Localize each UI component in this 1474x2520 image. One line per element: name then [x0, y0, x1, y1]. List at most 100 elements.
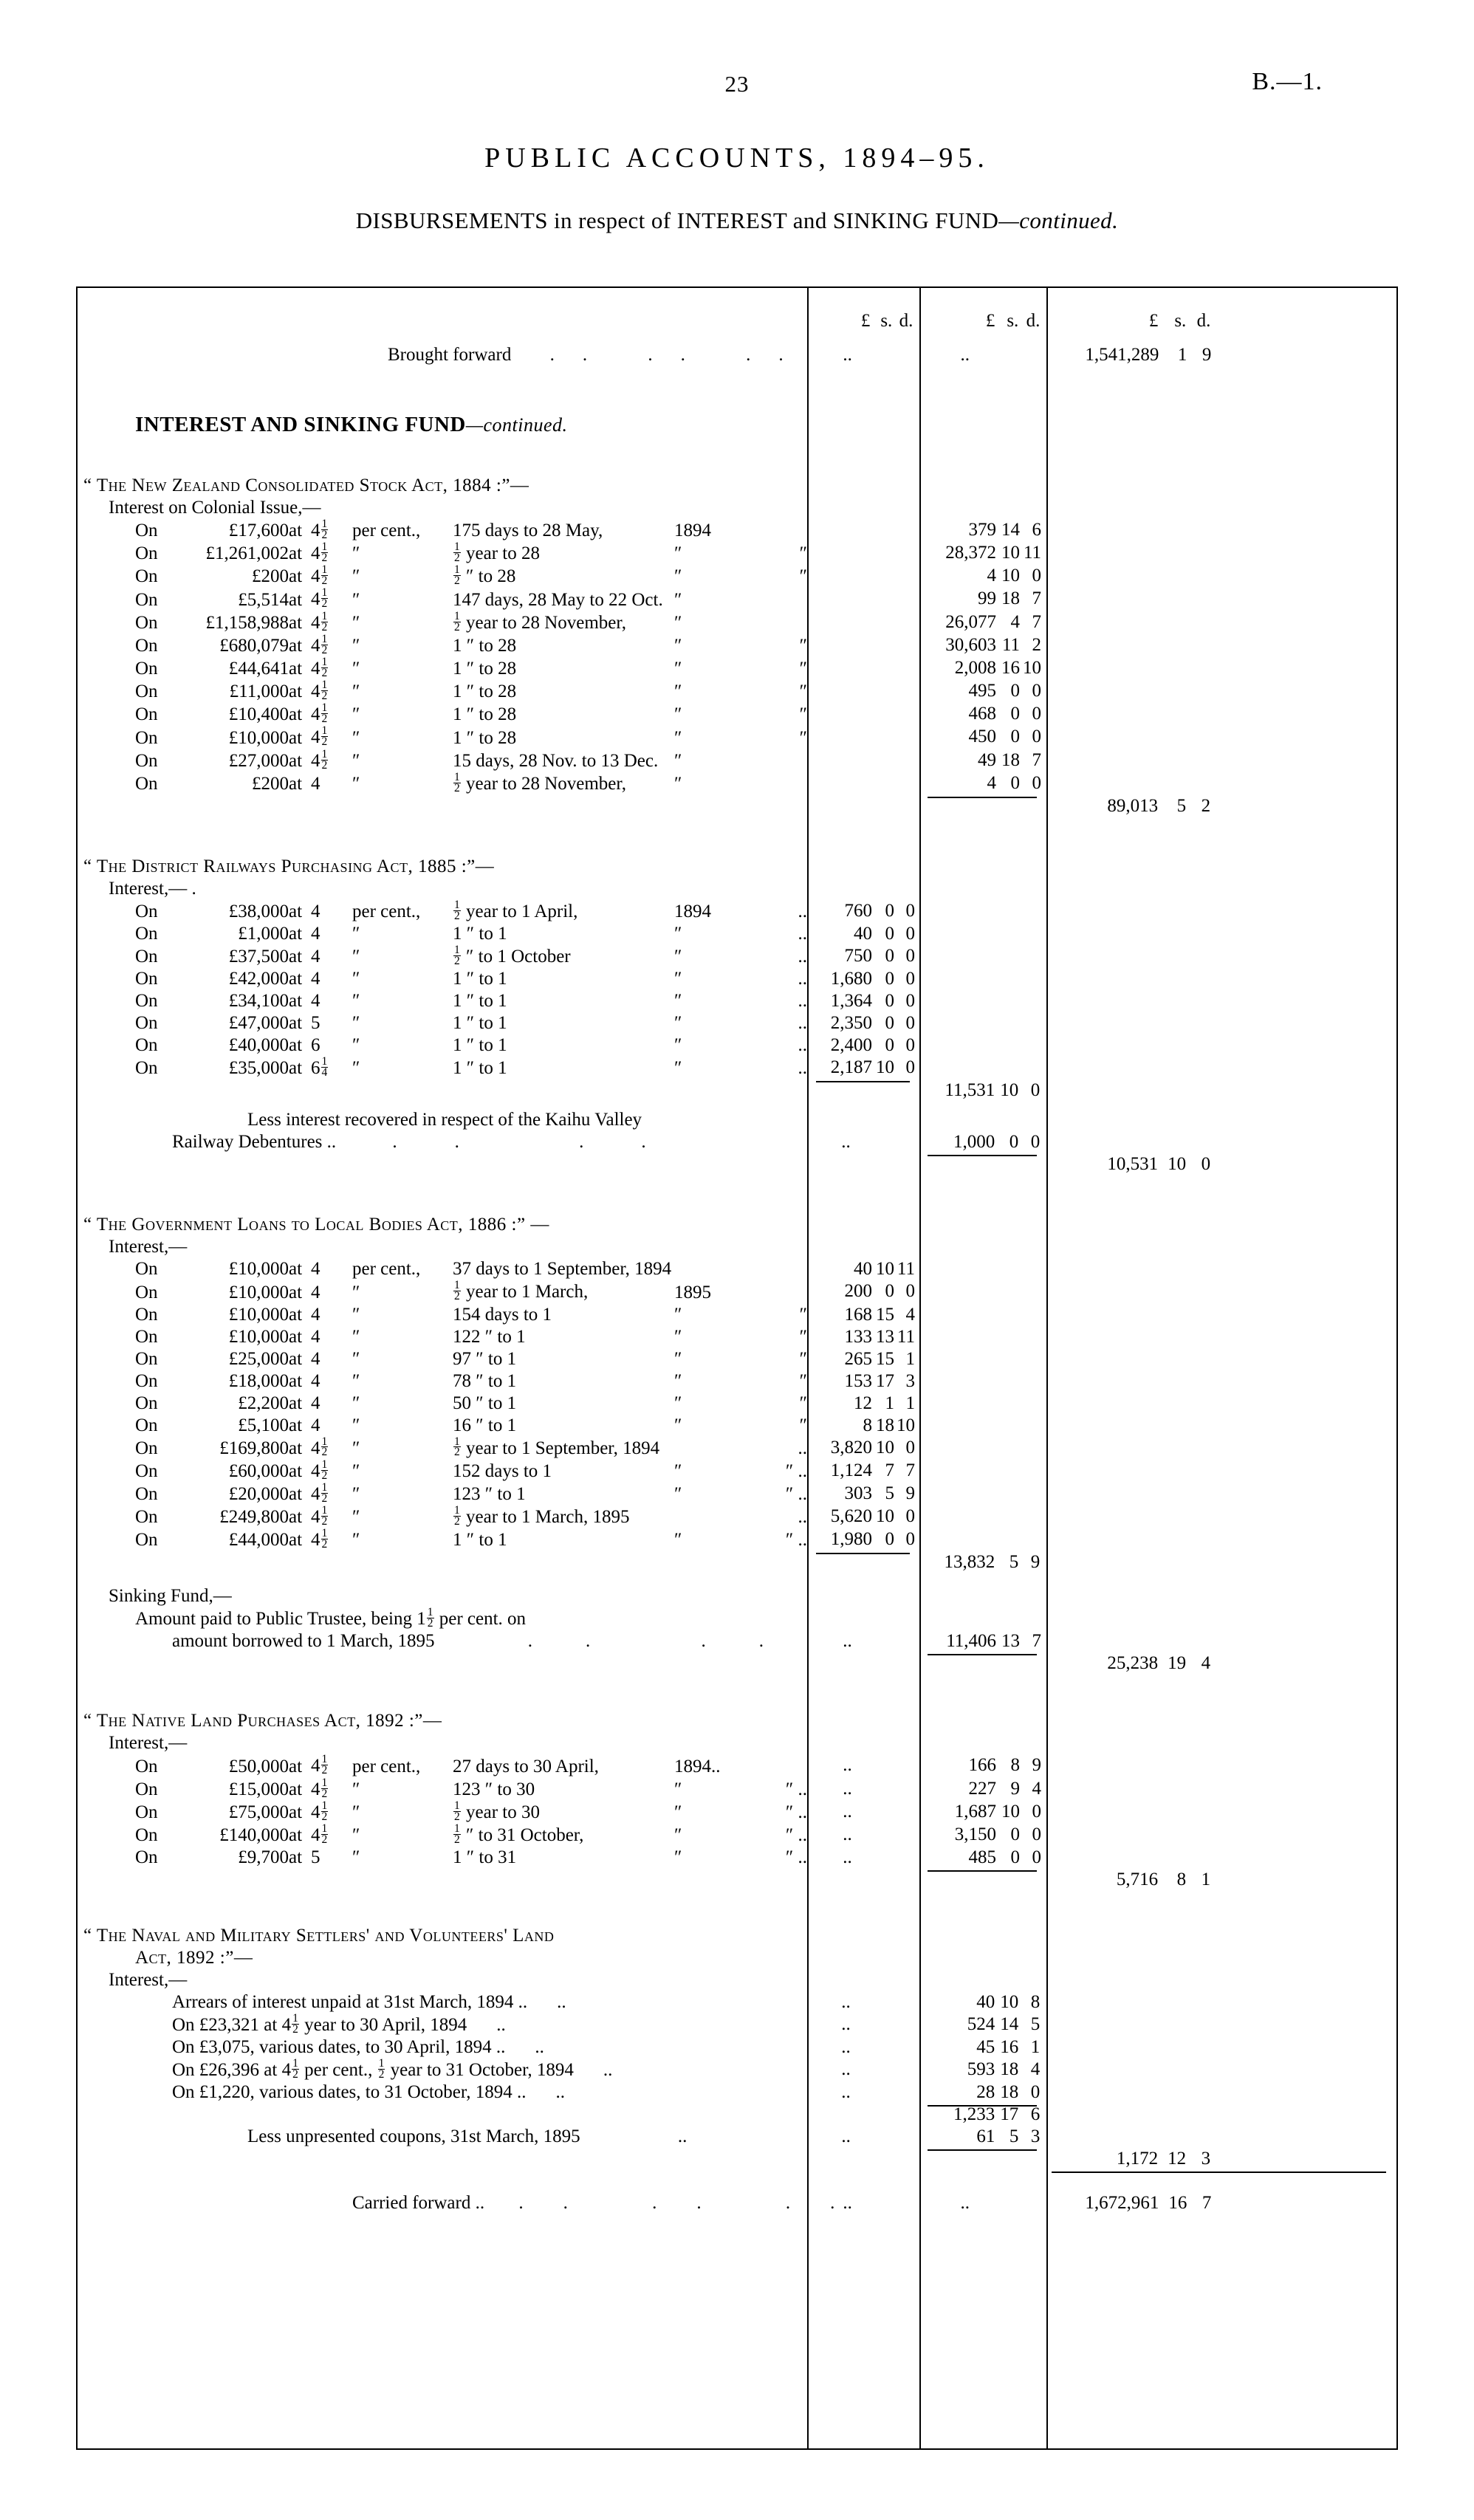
line-col2-pence: 2: [1032, 634, 1042, 655]
line-col2-pounds: 99: [978, 588, 997, 609]
line-col1: 750 0 0: [807, 945, 919, 967]
line-tail: ..: [798, 924, 808, 944]
section-2-subtotal-pounds: 13,832: [944, 1552, 995, 1573]
line-description: On £27,000 at 4 1 2 ″ 15 days, 28 Nov. to 13 D…: [78, 748, 807, 772]
line-year: ″: [674, 1013, 682, 1034]
line-at: at: [289, 1415, 303, 1435]
line-principal: £25,000: [228, 1348, 289, 1369]
line-description: On £140,000 at 4 1 2 ″ 1 2 ″ to 31 October, ″ ″ .…: [78, 1823, 807, 1847]
line-col1: ..: [806, 2059, 918, 2081]
line-year: ″: [674, 1348, 682, 1369]
line-col1: 153 17 3: [807, 1370, 919, 1393]
line-per-cent: per cent.,: [352, 1259, 421, 1280]
section-4-subtotal: 1,233 17 6: [917, 2104, 1044, 2126]
line-col1-shillings: 13: [876, 1326, 894, 1347]
line-col1-pounds: 2,187: [830, 1057, 872, 1078]
line-at: at: [289, 566, 303, 587]
line-description: On £20,000 at 4 1 2 ″ 123 ″ to 1 ″ ″ ..: [78, 1480, 807, 1506]
line-principal: £169,800: [219, 1438, 289, 1458]
table-row: On £40,000 at 6 ″ 1 ″ to 1 ″.. 2,400 0 0: [78, 1034, 1396, 1057]
spacer-desc: [78, 1869, 806, 1891]
line-col1-pounds: 12: [854, 1393, 872, 1413]
line-description: On £50,000 at 4 1 2 per cent., 27 days to 30 A…: [78, 1754, 807, 1777]
line-year: ″: [674, 1035, 682, 1056]
line-col2-pence: 1: [1030, 2037, 1041, 2058]
line-rate: 4: [311, 1370, 320, 1391]
brought-forward-col2: ..: [919, 344, 1045, 366]
table-row: On £200 at 4 1 2 ″ 1 2 ″ to 28 ″ ″ 4 10 0: [78, 564, 1396, 588]
line-year: 1894: [674, 902, 711, 922]
line-at: at: [289, 773, 303, 794]
line-col1-pounds: 265: [844, 1348, 873, 1369]
table-row: On £1,158,988 at 4 1 2 ″ 1 2 year to 28 Novembe…: [78, 610, 1396, 634]
line-col1: ..: [807, 1824, 919, 1846]
line-year: ″: [674, 682, 682, 702]
line-per-cent: ″: [352, 1013, 360, 1034]
line-description: On £1,220, various dates, to 31 October,…: [78, 2081, 806, 2104]
line-col1-pounds: 1,364: [830, 991, 872, 1012]
section-1-less-label-2-cell: Railway Debentures .. .. ..: [78, 1131, 806, 1153]
line-tail: ″: [799, 1393, 807, 1413]
line-rate: 4: [311, 1259, 320, 1280]
line-term: 154 days to 1: [453, 1304, 552, 1325]
line-term: 97 ″ to 1: [453, 1348, 517, 1369]
line-col2-pence: 0: [1032, 681, 1042, 701]
line-principal: £40,000: [228, 1035, 289, 1056]
carried-forward-pence: 7: [1202, 2193, 1212, 2214]
line-term: 37 days to 1 September, 1894: [453, 1259, 672, 1280]
section-2-sinking-col2: 11,406 13 7: [919, 1630, 1046, 1652]
table-row: On £200 at 4 ″ 1 2 year to 28 November, ″ 4 0 0: [78, 772, 1396, 795]
line-col2: 593 18 4: [917, 2059, 1044, 2081]
line-col1-value: ..: [841, 1992, 851, 2013]
line-rate: 4: [311, 1348, 320, 1369]
line-col1: 2,350 0 0: [807, 1012, 919, 1034]
line-year: ″: [674, 969, 682, 989]
line-principal: £10,400: [228, 704, 289, 725]
line-col1-value: ..: [841, 2037, 851, 2058]
line-tail: ..: [798, 902, 808, 922]
line-at: at: [289, 902, 303, 922]
line-tail: ″ ..: [785, 1825, 807, 1846]
line-principal: £10,000: [228, 1282, 289, 1302]
table-row: On £10,400 at 4 1 2 ″ 1 ″ to 28 ″ ″ 468 0 0: [78, 702, 1396, 726]
section-title-row: “ The New Zealand Consolidated Stock Act…: [78, 475, 1396, 497]
section-title-row: “ The Government Loans to Local Bodies A…: [78, 1214, 1396, 1236]
brought-forward-pounds: 1,541,289: [1085, 345, 1159, 365]
section-subtitle-row: Interest,—: [78, 1969, 1396, 1991]
carried-forward-col1: ..: [807, 2192, 919, 2214]
line-tail: ..: [496, 2015, 506, 2036]
line-tail: ″: [799, 1326, 807, 1347]
line-col2-shillings: 10: [1000, 1992, 1019, 2013]
line-on: On: [135, 659, 158, 679]
section-1-less-row-2: Railway Debentures .. .. .. .. 1,000 0 0: [78, 1131, 1396, 1153]
line-col2-pounds: 379: [968, 520, 997, 540]
line-description: On £34,100 at 4 ″ 1 ″ to 1 ″..: [78, 990, 807, 1012]
section-1-less-col2: 1,000 0 0: [917, 1131, 1044, 1153]
line-col2-pounds: 524: [967, 2014, 995, 2035]
section-3-total: 5,716 8 1: [1044, 1869, 1396, 1891]
table-row: On £11,000 at 4 1 2 ″ 1 ″ to 28 ″ ″ 495 0 0: [78, 679, 1396, 703]
line-col2-shillings: 0: [1010, 704, 1021, 724]
line-term: 16 ″ to 1: [453, 1415, 517, 1435]
line-term: 1 ″ to 28: [453, 635, 517, 656]
column-divider-1: [807, 288, 809, 2448]
line-at: at: [289, 1370, 303, 1391]
section-1-less-pounds: 1,000: [953, 1132, 995, 1153]
line-on: On: [135, 1438, 158, 1458]
section-2-sinking-dots: .. ..: [527, 1631, 817, 1652]
col2-pounds-symbol: £: [985, 311, 995, 331]
line-at: at: [289, 1530, 303, 1551]
line-per-cent: ″: [352, 1507, 360, 1528]
line-tail: ..: [555, 2082, 565, 2103]
line-year: ″: [674, 1326, 682, 1347]
line-per-cent: ″: [352, 1438, 360, 1458]
line-col1-pounds: 760: [844, 900, 873, 921]
line-at: at: [289, 1438, 303, 1458]
gap: [78, 436, 1396, 475]
section-2-lines: On £10,000 at 4 per cent., 37 days to 1 Sept…: [78, 1258, 1396, 1551]
line-principal: £200: [252, 566, 289, 587]
